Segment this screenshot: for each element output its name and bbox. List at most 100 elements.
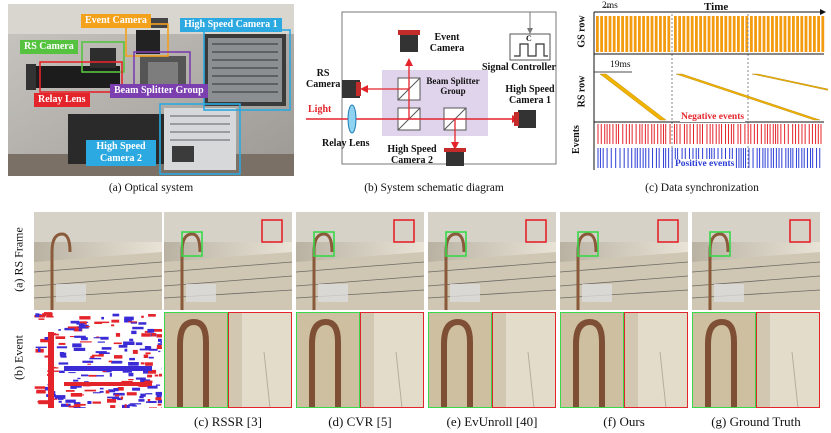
rs-ticks-label: 19ms <box>610 60 631 70</box>
panel-a-optical-system: Event Camera RS Camera High Speed Camera… <box>8 4 294 176</box>
result-frame-rssr <box>164 212 292 310</box>
gs-bar <box>745 16 749 52</box>
gs-bar <box>817 16 820 52</box>
schematic-label-beam-splitter-group-text: Beam Splitter Group <box>426 76 480 96</box>
controller-c: C <box>526 34 532 43</box>
schematic-label-light: Light <box>308 104 332 115</box>
caption-panel-c: (c) Data synchronization <box>645 182 759 194</box>
crop-green-evunroll <box>428 312 492 408</box>
gs-bar <box>686 16 690 52</box>
optical-system-photo <box>8 4 294 176</box>
crop-red-rssr <box>228 312 292 408</box>
result-frame-ours <box>560 212 688 310</box>
label-high-speed-camera-2-text: High Speed Camera 2 <box>96 141 146 164</box>
crop-red-cvr <box>360 312 424 408</box>
row-label-rs: RS row <box>576 75 588 108</box>
label-rs-camera: RS Camera <box>20 40 78 54</box>
gs-bar <box>629 16 633 52</box>
gs-bar <box>654 16 658 52</box>
crop-green-cvr <box>296 312 360 408</box>
schematic-label-signal-controller: Signal Controller <box>482 62 556 73</box>
gs-bar <box>604 16 608 52</box>
row-label-gs: GS row <box>576 15 588 48</box>
schematic-label-event-camera-text: Event Camera <box>429 32 465 54</box>
rs-readout-band <box>599 73 667 121</box>
caption-panel-a: (a) Optical system <box>108 182 194 194</box>
gs-bar <box>703 16 707 52</box>
crop-green-ours <box>560 312 624 408</box>
crop-red-evunroll <box>492 312 556 408</box>
caption-ground-truth: (g) Ground Truth <box>711 414 801 429</box>
negative-events <box>597 124 822 144</box>
rs-frame-input <box>34 212 162 310</box>
crop-red-ground-truth <box>756 312 820 408</box>
gs-bar <box>724 16 728 52</box>
gs-bar <box>766 16 770 52</box>
schematic-label-high-speed-camera-1-text: High Speed Camera 1 <box>505 84 555 106</box>
gs-row-bars <box>596 14 825 170</box>
gs-bar <box>617 16 620 52</box>
gs-bar <box>716 16 719 52</box>
label-event-camera: Event Camera <box>81 14 151 28</box>
gs-bar <box>674 16 677 52</box>
positive-events-label: Positive events <box>674 159 736 169</box>
schematic-label-high-speed-camera-2-text: High Speed Camera 2 <box>387 144 437 166</box>
caption-cvr: (d) CVR [5] <box>328 414 392 429</box>
crop-green-ground-truth <box>692 312 756 408</box>
gs-bar <box>642 16 645 52</box>
gs-bar <box>800 16 804 52</box>
gs-bar <box>758 16 762 52</box>
gs-bar <box>821 16 825 52</box>
result-frame-ground-truth <box>692 212 820 310</box>
label-high-speed-camera-2: High Speed Camera 2 <box>86 140 156 166</box>
gs-bar <box>695 16 698 52</box>
gs-bar <box>621 16 624 52</box>
rs-readout-band <box>751 73 828 91</box>
result-frame-evunroll <box>428 212 556 310</box>
panel-c-sync: Time 2ms 19ms GS row RS row Events Negat… <box>571 1 828 176</box>
negative-events-label: Negative events <box>680 112 746 122</box>
gs-bar <box>732 16 736 52</box>
gs-bar <box>682 16 686 52</box>
schematic-label-beam-splitter-group: Beam Splitter Group <box>420 76 486 96</box>
gs-bar <box>771 16 774 52</box>
gs-bar <box>633 16 637 52</box>
gs-bar <box>625 16 629 52</box>
gs-ticks-label: 2ms <box>602 1 618 11</box>
gs-bar <box>711 16 715 52</box>
gs-bar <box>612 16 616 52</box>
crop-red-ours <box>624 312 688 408</box>
gs-bar <box>779 16 783 52</box>
row-label-events: Events <box>570 125 582 154</box>
event-frame <box>34 312 162 408</box>
gs-bar <box>804 16 808 52</box>
panel-b-schematic: Event Camera RS Camera Signal Controller… <box>300 4 568 176</box>
gs-bar <box>754 16 757 52</box>
gs-bar <box>741 16 744 52</box>
gs-bar <box>813 16 816 52</box>
gs-bar <box>667 16 671 52</box>
schematic-label-high-speed-camera-1: High Speed Camera 1 <box>500 84 560 106</box>
gs-bar <box>690 16 694 52</box>
gs-bar <box>796 16 799 52</box>
gs-bar <box>728 16 732 52</box>
rs-row-bars <box>599 73 828 121</box>
gs-bar <box>775 16 778 52</box>
gs-bar <box>663 16 666 52</box>
gs-bar <box>783 16 787 52</box>
gs-bar <box>596 16 599 52</box>
gs-bar <box>699 16 702 52</box>
schematic-label-high-speed-camera-2: High Speed Camera 2 <box>382 144 442 166</box>
caption-rssr: (c) RSSR [3] <box>194 414 262 429</box>
gs-bar <box>808 16 812 52</box>
label-relay-lens: Relay Lens <box>34 93 90 107</box>
caption-ours: (f) Ours <box>603 414 645 429</box>
gs-bar <box>608 16 612 52</box>
schematic-label-rs-camera-text: RS Camera <box>306 68 341 90</box>
schematic-label-event-camera: Event Camera <box>424 32 470 54</box>
row-label-event: (b) Event <box>11 335 26 380</box>
schematic-label-relay-lens: Relay Lens <box>322 138 370 149</box>
result-frame-cvr <box>296 212 424 310</box>
gs-bar <box>707 16 711 52</box>
gs-bar <box>659 16 662 52</box>
